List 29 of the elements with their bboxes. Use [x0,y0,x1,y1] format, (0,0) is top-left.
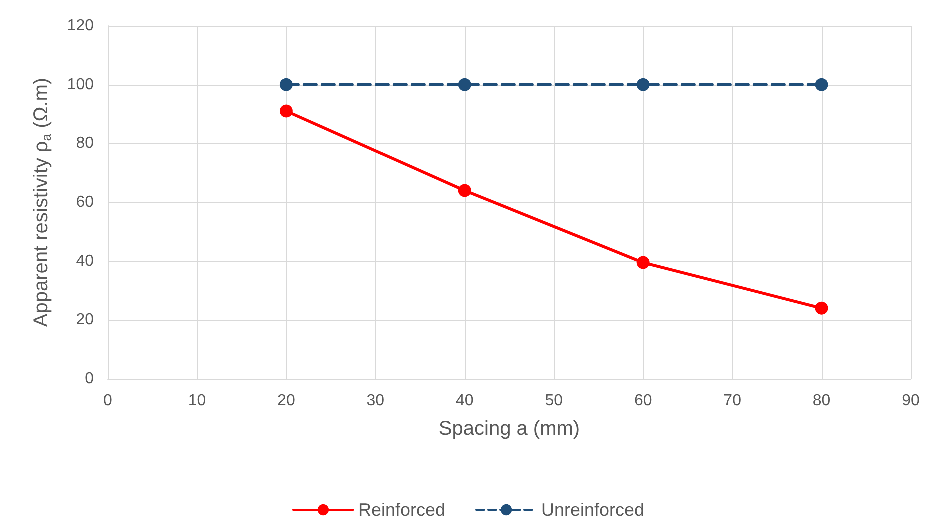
point [280,104,293,118]
x-tick-label: 40 [456,392,474,410]
y-tick-label: 0 [85,370,94,388]
point [636,256,650,270]
x-tick-label: 30 [366,392,385,410]
y-axis-title: Apparent resistivity ρa (Ω.m) [30,78,54,328]
point [280,78,293,92]
x-tick-label: 10 [188,392,206,410]
x-tick-label: 80 [812,392,831,410]
y-tick-label: 60 [76,194,94,211]
x-axis-title: Spacing a (mm) [438,418,580,440]
y-tick-label: 40 [76,252,94,270]
y-tick-label: 80 [76,135,94,152]
point [815,302,828,315]
x-tick-label: 50 [545,392,564,410]
y-tick-label: 20 [76,312,94,329]
x-tick-label: 60 [634,392,652,410]
x-tick-label: 90 [902,392,920,410]
legend-label: Reinforced [358,500,446,520]
x-tick-label: 0 [104,392,113,410]
y-tick-label: 100 [67,76,94,94]
point [458,184,472,198]
legend-label: Unreinforced [542,500,645,520]
point [636,78,650,92]
point [458,78,472,92]
x-tick-label: 70 [724,392,742,410]
point [815,78,828,92]
x-tick-label: 20 [278,392,296,410]
y-tick-label: 120 [67,18,94,34]
